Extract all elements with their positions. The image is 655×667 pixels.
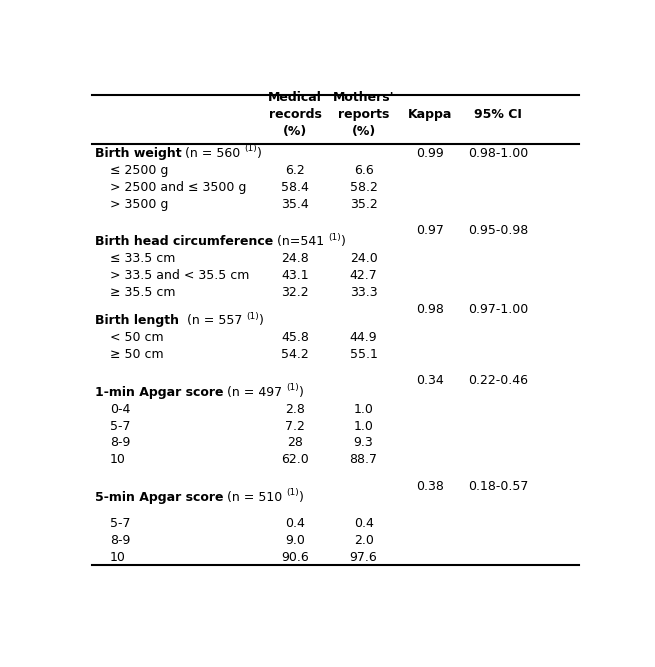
Text: 10: 10 xyxy=(110,551,126,564)
Text: 32.2: 32.2 xyxy=(281,286,309,299)
Text: 0.95-0.98: 0.95-0.98 xyxy=(468,224,528,237)
Text: ): ) xyxy=(299,386,304,399)
Text: Birth length: Birth length xyxy=(94,314,179,327)
Text: (1): (1) xyxy=(328,233,341,241)
Text: (n = 497: (n = 497 xyxy=(223,386,286,399)
Text: (n = 510: (n = 510 xyxy=(223,491,286,504)
Text: 0.97-1.00: 0.97-1.00 xyxy=(468,303,528,316)
Text: 88.7: 88.7 xyxy=(350,454,377,466)
Text: 5-7: 5-7 xyxy=(110,420,130,432)
Text: (1): (1) xyxy=(328,235,341,244)
Text: 35.4: 35.4 xyxy=(281,197,309,211)
Text: 7.2: 7.2 xyxy=(285,420,305,432)
Text: > 33.5 and < 35.5 cm: > 33.5 and < 35.5 cm xyxy=(110,269,249,282)
Text: > 3500 g: > 3500 g xyxy=(110,197,168,211)
Text: ≤ 2500 g: ≤ 2500 g xyxy=(110,164,168,177)
Text: 1-min Apgar score: 1-min Apgar score xyxy=(94,386,223,399)
Text: 43.1: 43.1 xyxy=(281,269,309,282)
Text: 95% CI: 95% CI xyxy=(474,108,522,121)
Text: (1): (1) xyxy=(286,488,299,498)
Text: (n = 557: (n = 557 xyxy=(179,314,246,327)
Text: 1.0: 1.0 xyxy=(354,420,373,432)
Text: 42.7: 42.7 xyxy=(350,269,377,282)
Text: 2.8: 2.8 xyxy=(285,403,305,416)
Text: 62.0: 62.0 xyxy=(281,454,309,466)
Text: 9.3: 9.3 xyxy=(354,436,373,450)
Text: (1): (1) xyxy=(244,144,257,153)
Text: 35.2: 35.2 xyxy=(350,197,377,211)
Text: 0.34: 0.34 xyxy=(416,374,443,388)
Text: Birth head circumference: Birth head circumference xyxy=(94,235,273,248)
Text: ): ) xyxy=(341,235,346,248)
Text: Birth weight: Birth weight xyxy=(94,147,181,160)
Text: (1): (1) xyxy=(244,147,257,156)
Text: (n=541: (n=541 xyxy=(273,235,328,248)
Text: Medical
records
(%): Medical records (%) xyxy=(268,91,322,138)
Text: ): ) xyxy=(299,491,304,504)
Text: (n = 560: (n = 560 xyxy=(181,147,244,160)
Text: (1): (1) xyxy=(286,491,299,500)
Text: 8-9: 8-9 xyxy=(110,436,130,450)
Text: ≥ 35.5 cm: ≥ 35.5 cm xyxy=(110,286,176,299)
Text: 0.98-1.00: 0.98-1.00 xyxy=(468,147,528,160)
Text: 54.2: 54.2 xyxy=(281,348,309,361)
Text: 5-min Apgar score: 5-min Apgar score xyxy=(94,491,223,504)
Text: Mothers'
reports
(%): Mothers' reports (%) xyxy=(333,91,394,138)
Text: 0.38: 0.38 xyxy=(416,480,443,493)
Text: 0-4: 0-4 xyxy=(110,403,130,416)
Text: 58.4: 58.4 xyxy=(281,181,309,193)
Text: 24.8: 24.8 xyxy=(281,252,309,265)
Text: 0.97: 0.97 xyxy=(416,224,443,237)
Text: ): ) xyxy=(257,147,262,160)
Text: 0.99: 0.99 xyxy=(416,147,443,160)
Text: 10: 10 xyxy=(110,454,126,466)
Text: 0.4: 0.4 xyxy=(285,517,305,530)
Text: 58.2: 58.2 xyxy=(350,181,377,193)
Text: 24.0: 24.0 xyxy=(350,252,377,265)
Text: 0.98: 0.98 xyxy=(416,303,443,316)
Text: 6.6: 6.6 xyxy=(354,164,373,177)
Text: ≤ 33.5 cm: ≤ 33.5 cm xyxy=(110,252,175,265)
Text: 9.0: 9.0 xyxy=(285,534,305,547)
Text: 44.9: 44.9 xyxy=(350,331,377,344)
Text: (1): (1) xyxy=(286,383,299,392)
Text: 0.4: 0.4 xyxy=(354,517,373,530)
Text: 6.2: 6.2 xyxy=(285,164,305,177)
Text: 55.1: 55.1 xyxy=(350,348,377,361)
Text: 90.6: 90.6 xyxy=(281,551,309,564)
Text: < 50 cm: < 50 cm xyxy=(110,331,163,344)
Text: (1): (1) xyxy=(286,386,299,395)
Text: (1): (1) xyxy=(246,311,259,321)
Text: 0.22-0.46: 0.22-0.46 xyxy=(468,374,528,388)
Text: 0.18-0.57: 0.18-0.57 xyxy=(468,480,529,493)
Text: 45.8: 45.8 xyxy=(281,331,309,344)
Text: 28: 28 xyxy=(287,436,303,450)
Text: Kappa: Kappa xyxy=(407,108,452,121)
Text: 97.6: 97.6 xyxy=(350,551,377,564)
Text: 8-9: 8-9 xyxy=(110,534,130,547)
Text: ≥ 50 cm: ≥ 50 cm xyxy=(110,348,163,361)
Text: 1.0: 1.0 xyxy=(354,403,373,416)
Text: 2.0: 2.0 xyxy=(354,534,373,547)
Text: > 2500 and ≤ 3500 g: > 2500 and ≤ 3500 g xyxy=(110,181,246,193)
Text: 33.3: 33.3 xyxy=(350,286,377,299)
Text: (1): (1) xyxy=(246,314,259,323)
Text: 5-7: 5-7 xyxy=(110,517,130,530)
Text: ): ) xyxy=(259,314,263,327)
